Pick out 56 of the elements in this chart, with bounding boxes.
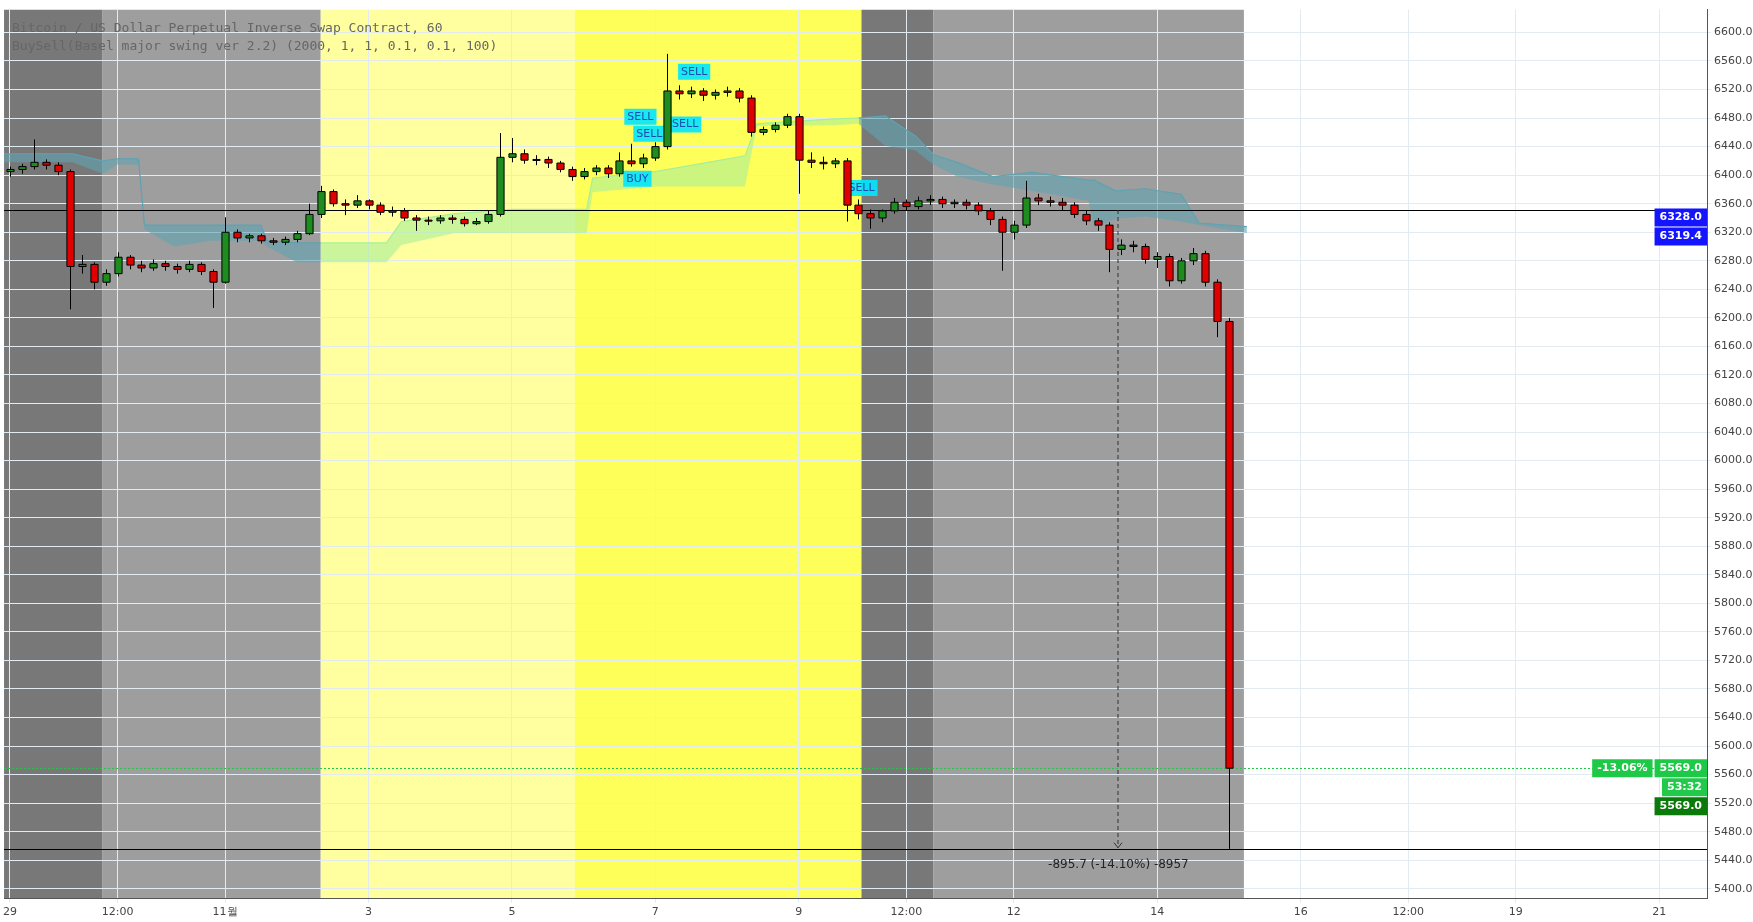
y-tick-label: 6320.0 xyxy=(1714,225,1753,239)
annotation: 6319.4 xyxy=(1659,229,1703,243)
y-tick-label: 6120.0 xyxy=(1714,367,1753,381)
annotation: 5569.0 xyxy=(1659,799,1703,813)
annotation: SELL xyxy=(672,117,700,131)
annotation: SELL xyxy=(636,126,664,140)
annotation: -13.06% xyxy=(1597,761,1648,775)
y-tick-label: 6560.0 xyxy=(1714,53,1753,67)
annotation: SELL xyxy=(681,64,709,78)
y-tick-label: 5400.0 xyxy=(1714,881,1753,895)
y-tick-label: 5440.0 xyxy=(1714,853,1753,867)
y-tick-label: 5920.0 xyxy=(1714,510,1753,524)
x-tick-label: 29 xyxy=(3,905,17,919)
y-tick-label: 6000.0 xyxy=(1714,453,1753,467)
x-tick-label: 14 xyxy=(1150,905,1165,919)
y-tick-label: 6480.0 xyxy=(1714,110,1753,124)
y-tick-label: 6360.0 xyxy=(1714,196,1753,210)
x-tick-label: 7 xyxy=(651,905,659,919)
x-tick-label: 12:00 xyxy=(1392,905,1425,919)
y-tick-label: 5560.0 xyxy=(1714,767,1753,781)
annotation: 6328.0 xyxy=(1659,210,1703,224)
y-tick-label: 6280.0 xyxy=(1714,253,1753,267)
y-tick-label: 6080.0 xyxy=(1714,396,1753,410)
y-tick-label: 6600.0 xyxy=(1714,25,1753,39)
y-tick-label: 5480.0 xyxy=(1714,824,1753,838)
annotation: SELL xyxy=(627,109,655,123)
annotation: 53:32 xyxy=(1666,780,1702,794)
x-tick-label: 9 xyxy=(795,905,803,919)
y-tick-label: 5680.0 xyxy=(1714,681,1753,695)
y-tick-label: 5520.0 xyxy=(1714,796,1753,810)
x-tick-label: 21 xyxy=(1652,905,1667,919)
y-tick-label: 6040.0 xyxy=(1714,424,1753,438)
y-tick-label: 5760.0 xyxy=(1714,624,1753,638)
y-tick-label: 6400.0 xyxy=(1714,168,1753,182)
x-tick-label: 12:00 xyxy=(890,905,923,919)
x-tick-label: 3 xyxy=(365,905,373,919)
x-tick-label: 12 xyxy=(1006,905,1021,919)
annotation: BUY xyxy=(626,171,649,185)
x-tick-label: 5 xyxy=(508,905,516,919)
y-tick-label: 5960.0 xyxy=(1714,482,1753,496)
y-tick-label: 6160.0 xyxy=(1714,339,1753,353)
x-tick-label: 11월 xyxy=(212,905,238,919)
y-tick-label: 6200.0 xyxy=(1714,310,1753,324)
y-tick-label: 5720.0 xyxy=(1714,653,1753,667)
y-tick-label: 6240.0 xyxy=(1714,282,1753,296)
x-tick-label: 16 xyxy=(1293,905,1308,919)
x-tick-label: 19 xyxy=(1508,905,1523,919)
y-tick-label: 5840.0 xyxy=(1714,567,1753,581)
y-tick-label: 6520.0 xyxy=(1714,82,1753,96)
y-tick-label: 6440.0 xyxy=(1714,139,1753,153)
y-tick-label: 5800.0 xyxy=(1714,596,1753,610)
x-tick-label: 12:00 xyxy=(101,905,134,919)
ref-line-label: 5569.0 xyxy=(1659,761,1703,775)
y-tick-label: 5640.0 xyxy=(1714,710,1753,724)
y-tick-label: 5600.0 xyxy=(1714,738,1753,752)
y-tick-label: 5880.0 xyxy=(1714,539,1753,553)
